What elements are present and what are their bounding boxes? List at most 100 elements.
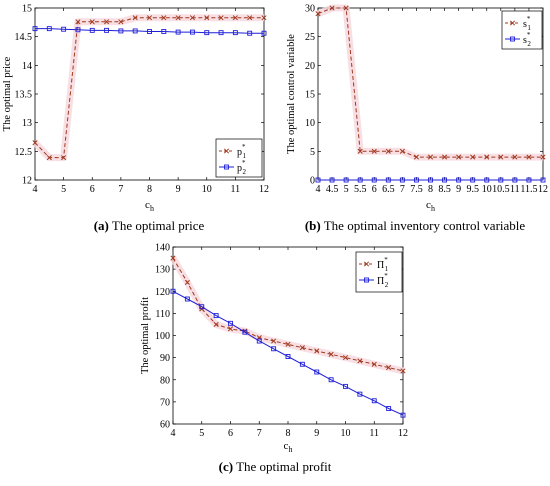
x-tick-label: 12	[259, 184, 269, 195]
series-0-point	[247, 15, 253, 21]
y-axis-label: The optimal price	[2, 56, 13, 131]
series-0-point	[315, 11, 321, 17]
series-1-point	[132, 28, 138, 34]
y-tick-label: 20	[305, 61, 315, 72]
chart-panel-a: 4 5 6 7 8 9 10 11 12 12 12.5 13 13.5 14 14.5 15 p* 1p* 2 ch…	[2, 4, 269, 234]
series-0-point	[427, 154, 434, 160]
series-0-point	[371, 361, 377, 367]
series-1-point	[357, 391, 363, 397]
legend-box	[215, 138, 263, 178]
series-0-point	[227, 326, 234, 332]
series-0-point	[399, 148, 405, 154]
series-1-point	[242, 329, 248, 335]
series-1-point	[343, 177, 349, 183]
series-0-point	[498, 154, 504, 160]
chart-panel-b: 4 4.5 5 5.5 6 6.5 7 7.5 8 8.5 9 9.5 10 10.5 11 11.5 1205…	[286, 4, 548, 234]
x-tick-label: 12	[398, 428, 408, 439]
legend: p* 1p* 2	[215, 138, 263, 178]
x-tick-label: 6	[228, 428, 233, 439]
series-0-point	[512, 154, 518, 160]
series-0-line	[172, 257, 404, 372]
series-0-line	[317, 7, 543, 158]
x-tick-label: 9	[314, 428, 319, 439]
x-axis-label: ch	[145, 199, 154, 213]
y-tick-label: 5	[310, 147, 315, 158]
series-1-point	[299, 361, 305, 367]
series-1-point	[371, 177, 377, 183]
x-tick-label: 9.5	[466, 184, 479, 195]
caption: (b) The optimal inventory control variab…	[305, 218, 526, 233]
x-tick-label: 11.5	[520, 184, 537, 195]
series-0-point	[61, 155, 67, 161]
series-1-point	[399, 177, 405, 183]
series-0-point	[132, 15, 138, 21]
series-0-point	[385, 148, 391, 154]
legend-label-1: s* 2	[523, 31, 531, 48]
series-1-point	[371, 398, 377, 404]
legend-label-0: p* 1	[237, 143, 247, 160]
series-0-point	[442, 154, 448, 160]
series-0-point	[213, 321, 219, 327]
series-1-point	[256, 338, 262, 344]
series-0-point	[342, 355, 349, 361]
series-0-point	[400, 368, 406, 374]
x-tick-label: 4	[33, 184, 38, 195]
y-tick-label: 14	[22, 61, 32, 72]
series-1-point	[247, 30, 253, 36]
series-1-point	[75, 27, 81, 33]
legend-box	[355, 251, 403, 293]
legend-label-0: Π* 1	[377, 256, 389, 273]
series-1-point	[329, 177, 335, 183]
y-tick-label: 12	[22, 176, 32, 187]
series-0-point	[386, 365, 392, 371]
x-tick-label: 10	[482, 184, 492, 195]
series-0-point	[146, 15, 153, 21]
legend-label-0: s* 1	[523, 15, 531, 32]
series-0-point	[232, 15, 238, 21]
y-tick-label: 140	[155, 243, 170, 254]
y-tick-label: 60	[160, 420, 170, 431]
y-tick-label: 25	[305, 32, 315, 43]
series-0-point	[314, 348, 320, 354]
y-tick-label: 14.5	[15, 32, 33, 43]
series-0-point	[413, 154, 419, 160]
legend-marker-0	[363, 261, 370, 267]
series-1-point	[314, 369, 320, 375]
y-axis-label: The optimal control variable	[286, 34, 297, 154]
series-0-point	[32, 140, 38, 146]
series-1-point	[61, 26, 67, 32]
series-1-point	[228, 320, 233, 326]
series-0-point	[456, 154, 462, 160]
y-tick-label: 70	[160, 397, 170, 408]
x-tick-label: 8	[147, 184, 152, 195]
series-0-point	[175, 15, 181, 21]
series-1-point	[470, 177, 476, 183]
legend-label-1: p* 2	[237, 159, 247, 176]
x-tick-label: 8	[428, 184, 433, 195]
y-axis-label: The optimal profit	[140, 297, 151, 374]
series-1-point	[204, 30, 210, 36]
series-1-point	[456, 177, 462, 183]
series-1-point	[118, 28, 124, 34]
series-0-point	[46, 155, 52, 161]
series-1-point	[442, 177, 448, 183]
x-tick-label: 4	[171, 428, 176, 439]
legend: s* 1s* 2	[501, 10, 543, 50]
x-tick-label: 8	[286, 428, 291, 439]
series-1-point	[232, 30, 238, 36]
y-tick-label: 90	[160, 353, 170, 364]
y-tick-label: 80	[160, 375, 170, 386]
y-tick-label: 130	[155, 265, 170, 276]
y-tick-label: 15	[305, 90, 315, 101]
series-0-point	[75, 19, 81, 25]
series-1-point	[218, 30, 224, 36]
x-tick-label: 10	[202, 184, 212, 195]
x-tick-label: 4	[316, 184, 321, 195]
series-0-point	[371, 148, 377, 154]
series-1-point	[526, 177, 532, 183]
x-tick-label: 11	[369, 428, 379, 439]
series-0-point	[484, 154, 490, 160]
x-tick-label: 5	[199, 428, 204, 439]
